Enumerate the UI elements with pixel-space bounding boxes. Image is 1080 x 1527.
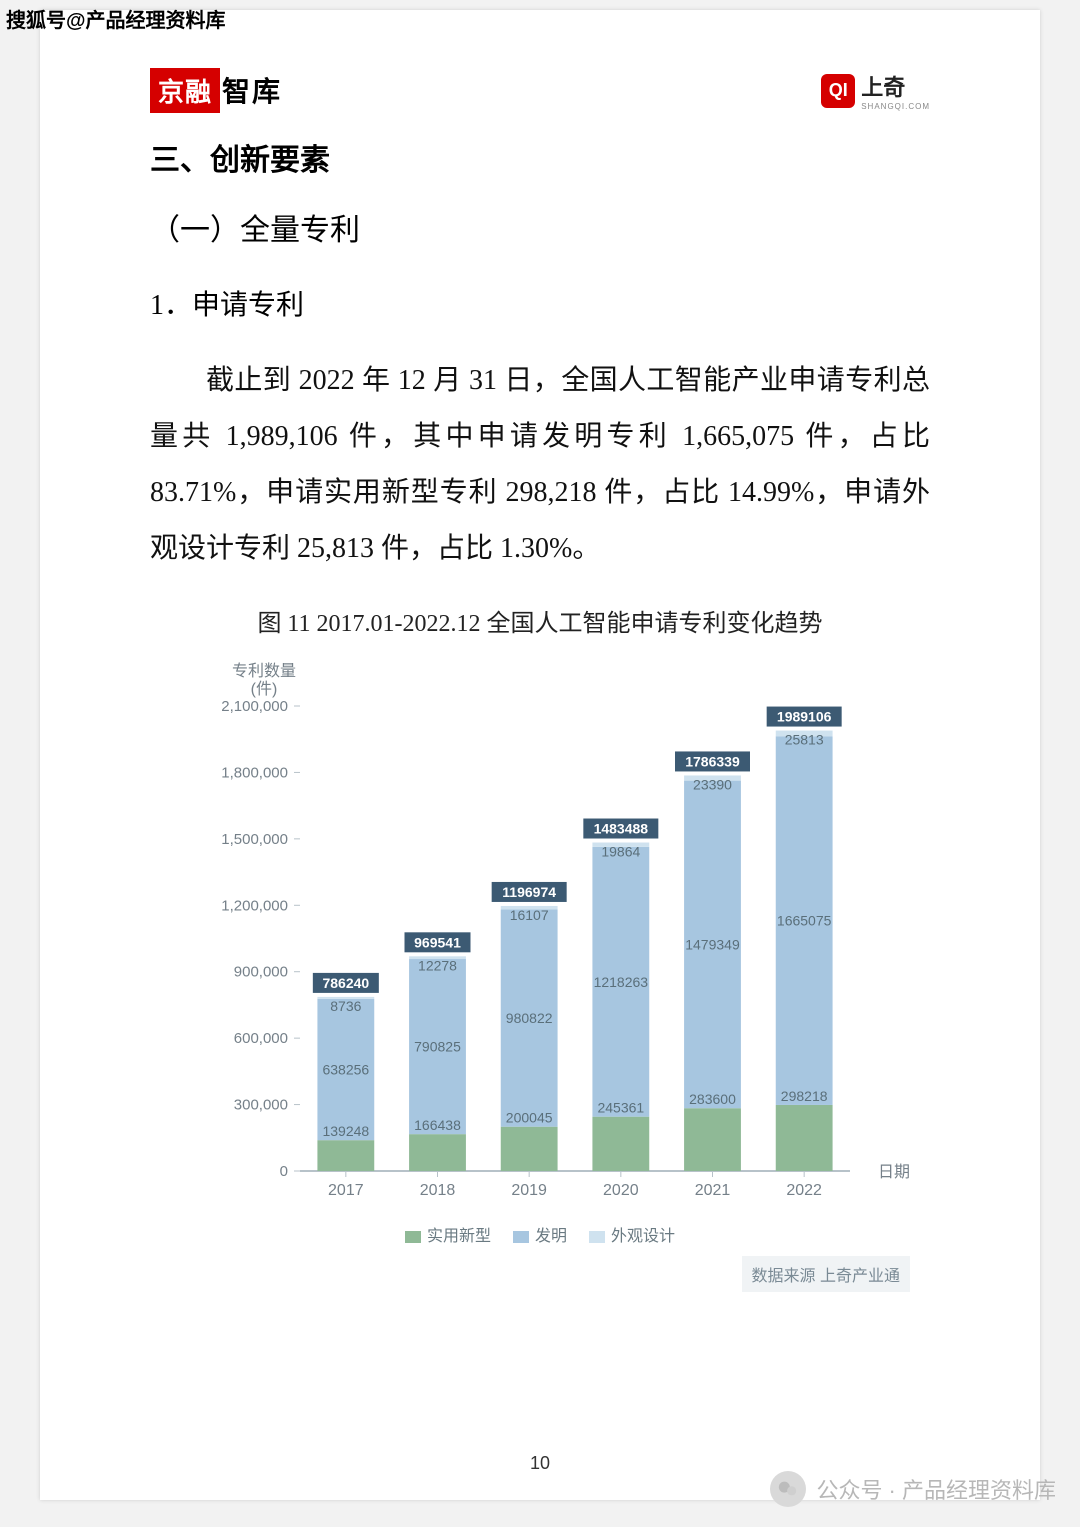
page-header: 京融智库 QI 上奇 SHANGQI.COM [150,68,930,113]
svg-text:600,000: 600,000 [234,1030,288,1047]
svg-text:969541: 969541 [414,934,461,950]
svg-text:2020: 2020 [603,1182,639,1199]
svg-text:1665075: 1665075 [777,913,832,929]
svg-text:298218: 298218 [781,1088,828,1104]
logo-right: QI 上奇 SHANGQI.COM [821,70,930,111]
footer-watermark-text: 公众号 · 产品经理资料库 [816,1473,1056,1505]
chart-legend: 实用新型发明外观设计 [170,1222,910,1246]
svg-text:245361: 245361 [597,1100,644,1116]
svg-text:1479349: 1479349 [685,936,740,952]
heading-level-1: 三、创新要素 [150,135,930,179]
svg-text:1196974: 1196974 [502,884,556,900]
heading-level-3: 1．申请专利 [150,283,930,323]
logo-right-sub: SHANGQI.COM [861,102,930,111]
svg-text:1,200,000: 1,200,000 [221,897,288,914]
svg-text:19864: 19864 [601,844,640,860]
logo-left-box: 京融 [150,68,220,113]
svg-text:(件): (件) [251,680,278,698]
svg-text:2017: 2017 [328,1182,364,1199]
svg-text:1786339: 1786339 [685,753,740,769]
logo-left-suffix: 智库 [222,76,282,107]
svg-text:1,800,000: 1,800,000 [221,764,288,781]
svg-text:300,000: 300,000 [234,1097,288,1114]
chart-source: 数据来源 上奇产业通 [742,1256,910,1292]
svg-text:专利数量: 专利数量 [232,662,296,680]
svg-text:638256: 638256 [322,1062,369,1078]
svg-text:12278: 12278 [418,957,457,973]
svg-text:1,500,000: 1,500,000 [221,831,288,848]
svg-text:日期: 日期 [878,1163,910,1181]
svg-text:786240: 786240 [322,975,369,991]
svg-text:283600: 283600 [689,1091,736,1107]
svg-text:200045: 200045 [506,1110,553,1126]
legend-item: 外观设计 [589,1222,675,1246]
svg-text:1989106: 1989106 [777,709,832,725]
legend-item: 实用新型 [405,1222,491,1246]
svg-text:980822: 980822 [506,1010,553,1026]
svg-text:16107: 16107 [510,907,549,923]
svg-text:900,000: 900,000 [234,964,288,981]
svg-text:8736: 8736 [330,998,361,1014]
logo-right-text: 上奇 [861,70,930,102]
source-watermark: 搜狐号@产品经理资料库 [6,4,226,33]
svg-text:2018: 2018 [420,1182,456,1199]
svg-text:0: 0 [280,1163,288,1180]
svg-text:139248: 139248 [322,1123,369,1139]
svg-text:166438: 166438 [414,1117,461,1133]
body-paragraph: 截止到 2022 年 12 月 31 日，全国人工智能产业申请专利总量共 1,9… [150,353,930,577]
logo-right-icon: QI [821,74,855,108]
svg-text:1483488: 1483488 [594,821,649,837]
svg-text:1218263: 1218263 [594,974,649,990]
svg-text:2021: 2021 [695,1182,731,1199]
svg-text:25813: 25813 [785,732,824,748]
document-page: 京融智库 QI 上奇 SHANGQI.COM 三、创新要素 （一）全量专利 1．… [40,10,1040,1500]
wechat-icon [770,1471,806,1507]
svg-text:23390: 23390 [693,776,732,792]
chart-svg: 专利数量(件) 0 300,000 600,000 900,000 1,200,000 1,… [170,656,910,1216]
footer-watermark: 公众号 · 产品经理资料库 [770,1471,1056,1507]
logo-left: 京融智库 [150,68,282,113]
svg-text:2019: 2019 [511,1182,547,1199]
chart-title: 图 11 2017.01-2022.12 全国人工智能申请专利变化趋势 [150,603,930,638]
patent-chart: 专利数量(件) 0 300,000 600,000 900,000 1,200,000 1,… [170,656,910,1292]
heading-level-2: （一）全量专利 [150,205,930,249]
svg-text:2022: 2022 [786,1182,822,1199]
svg-text:790825: 790825 [414,1039,461,1055]
svg-text:2,100,000: 2,100,000 [221,698,288,715]
legend-item: 发明 [513,1222,567,1246]
